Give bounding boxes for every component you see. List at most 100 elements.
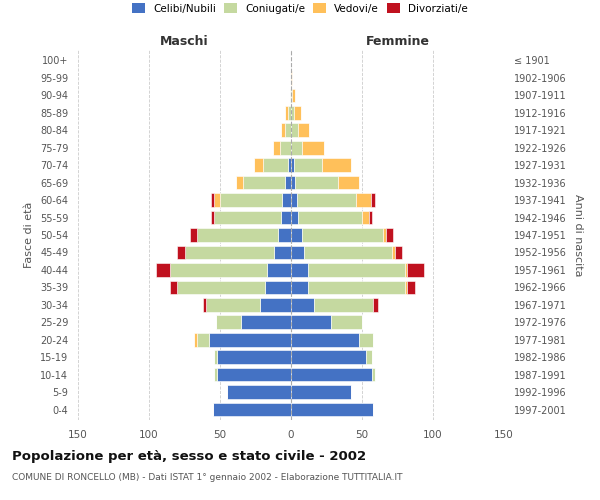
Bar [291, 88, 292, 102]
Text: Femmine: Femmine [365, 36, 430, 49]
Bar [308, 263, 404, 276]
Bar [302, 141, 323, 154]
Bar [291, 263, 308, 276]
Bar [220, 194, 283, 207]
Bar [241, 316, 291, 329]
Bar [281, 210, 291, 224]
Bar [298, 124, 310, 137]
Bar [372, 368, 375, 382]
Bar [190, 228, 197, 242]
Bar [296, 194, 356, 207]
Bar [291, 246, 304, 260]
Text: Maschi: Maschi [160, 36, 209, 49]
Bar [243, 176, 286, 190]
Bar [214, 368, 217, 382]
Bar [214, 194, 220, 207]
Bar [359, 333, 373, 346]
Bar [314, 298, 373, 312]
Bar [197, 333, 209, 346]
Bar [291, 210, 298, 224]
Bar [217, 350, 291, 364]
Bar [286, 124, 291, 137]
Bar [236, 176, 243, 190]
Bar [227, 386, 291, 399]
Bar [291, 228, 302, 242]
Bar [216, 316, 241, 329]
Legend: Celibi/Nubili, Coniugati/e, Vedovi/e, Divorziati/e: Celibi/Nubili, Coniugati/e, Vedovi/e, Di… [129, 0, 471, 16]
Bar [292, 88, 295, 102]
Bar [288, 158, 291, 172]
Bar [272, 141, 280, 154]
Bar [362, 210, 369, 224]
Bar [278, 228, 291, 242]
Bar [280, 141, 291, 154]
Bar [373, 298, 377, 312]
Bar [407, 280, 415, 294]
Bar [308, 280, 404, 294]
Bar [392, 246, 395, 260]
Bar [211, 210, 214, 224]
Text: Popolazione per età, sesso e stato civile - 2002: Popolazione per età, sesso e stato civil… [12, 450, 366, 463]
Bar [281, 124, 286, 137]
Bar [209, 333, 291, 346]
Bar [197, 228, 278, 242]
Bar [302, 228, 383, 242]
Bar [291, 141, 302, 154]
Bar [156, 263, 170, 276]
Bar [260, 298, 291, 312]
Bar [386, 228, 393, 242]
Bar [290, 88, 291, 102]
Bar [291, 316, 331, 329]
Bar [213, 402, 291, 416]
Bar [331, 316, 362, 329]
Bar [298, 210, 362, 224]
Bar [291, 350, 366, 364]
Bar [206, 298, 260, 312]
Bar [294, 106, 301, 120]
Bar [185, 246, 274, 260]
Bar [291, 158, 294, 172]
Bar [291, 71, 292, 85]
Bar [263, 158, 288, 172]
Bar [404, 280, 407, 294]
Bar [274, 246, 291, 260]
Y-axis label: Anni di nascita: Anni di nascita [573, 194, 583, 276]
Bar [291, 280, 308, 294]
Bar [178, 246, 185, 260]
Bar [203, 298, 206, 312]
Bar [288, 106, 291, 120]
Bar [291, 176, 295, 190]
Bar [170, 263, 267, 276]
Bar [295, 176, 338, 190]
Bar [356, 194, 371, 207]
Bar [407, 263, 424, 276]
Bar [214, 210, 281, 224]
Bar [291, 194, 296, 207]
Bar [371, 194, 375, 207]
Bar [267, 263, 291, 276]
Bar [291, 298, 314, 312]
Bar [322, 158, 350, 172]
Bar [254, 158, 263, 172]
Bar [369, 210, 372, 224]
Bar [214, 350, 217, 364]
Bar [291, 386, 350, 399]
Y-axis label: Fasce di età: Fasce di età [25, 202, 34, 268]
Bar [291, 106, 294, 120]
Bar [194, 333, 197, 346]
Bar [294, 158, 322, 172]
Bar [265, 280, 291, 294]
Bar [404, 263, 407, 276]
Bar [217, 368, 291, 382]
Bar [291, 124, 298, 137]
Bar [291, 333, 359, 346]
Bar [211, 194, 214, 207]
Bar [395, 246, 402, 260]
Bar [383, 228, 386, 242]
Bar [286, 106, 288, 120]
Bar [366, 350, 372, 364]
Text: COMUNE DI RONCELLO (MB) - Dati ISTAT 1° gennaio 2002 - Elaborazione TUTTITALIA.I: COMUNE DI RONCELLO (MB) - Dati ISTAT 1° … [12, 472, 403, 482]
Bar [286, 176, 291, 190]
Bar [283, 194, 291, 207]
Bar [338, 176, 359, 190]
